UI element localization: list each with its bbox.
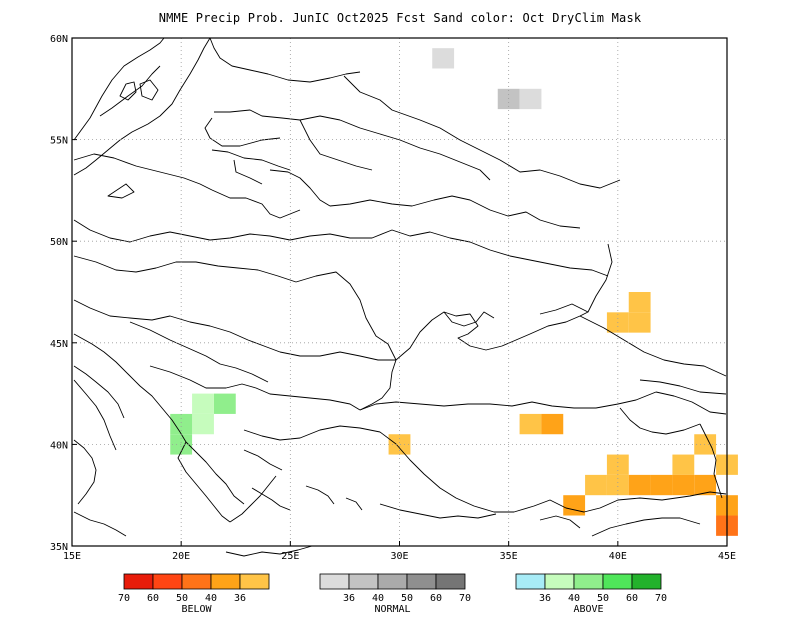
lat-tick-label: 50N	[50, 237, 68, 248]
prob-cell-below	[606, 454, 629, 475]
coastlines-and-borders	[73, 37, 727, 557]
legend-tick-label: 36	[539, 593, 551, 604]
graticule	[72, 38, 727, 546]
legend-category-label: ABOVE	[573, 604, 603, 615]
legend-tick-label: 60	[147, 593, 159, 604]
lon-tick-label: 25E	[281, 551, 299, 562]
legend-tick-label: 40	[568, 593, 580, 604]
lon-tick-label: 40E	[609, 551, 627, 562]
legend-swatch	[435, 573, 466, 590]
prob-cell-below	[672, 474, 695, 496]
legend-swatch	[544, 573, 575, 590]
probability-cells	[170, 48, 738, 536]
legend-swatch	[319, 573, 350, 590]
prob-cell-below	[628, 312, 651, 333]
lat-tick-label: 55N	[50, 136, 68, 147]
prob-cell-below	[606, 474, 629, 496]
lat-tick-label: 40N	[50, 440, 68, 451]
prob-cell-below	[585, 474, 607, 496]
legend-above: 36 40 50 60 70 ABOVE	[515, 573, 667, 615]
legend-tick-label: 36	[343, 593, 355, 604]
legend-tick-label: 40	[372, 593, 384, 604]
legend-swatch	[239, 573, 270, 590]
lon-tick-label: 15E	[63, 551, 81, 562]
lon-tick-label: 45E	[718, 551, 736, 562]
legend-swatch	[210, 573, 241, 590]
legend-swatch	[515, 573, 546, 590]
legend-swatch	[573, 573, 604, 590]
legend-swatch	[181, 573, 212, 590]
map-title: NMME Precip Prob. JunIC Oct2025 Fcst San…	[158, 11, 642, 25]
prob-cell-normal	[519, 88, 542, 110]
legend-swatch	[348, 573, 379, 590]
legend-swatch	[123, 573, 154, 590]
prob-cell-normal	[432, 48, 455, 69]
legend-normal: 36 40 50 60 70 NORMAL	[319, 573, 471, 615]
lat-tick-label: 60N	[50, 34, 68, 45]
legend-tick-label: 50	[597, 593, 609, 604]
prob-cell-below	[650, 474, 673, 496]
legend-category-label: NORMAL	[374, 604, 410, 615]
legend-tick-label: 60	[626, 593, 638, 604]
legend-swatch	[377, 573, 408, 590]
legend-tick-label: 70	[655, 593, 667, 604]
prob-cell-below	[694, 474, 717, 496]
lat-tick-label: 45N	[50, 339, 68, 350]
lon-tick-label: 20E	[172, 551, 190, 562]
lat-tick-label: 35N	[50, 542, 68, 553]
legend-tick-label: 50	[401, 593, 413, 604]
prob-cell-above	[192, 393, 214, 414]
prob-cell-below	[628, 474, 651, 496]
legend-tick-label: 36	[234, 593, 246, 604]
legend-tick-label: 70	[459, 593, 471, 604]
legend-swatch	[602, 573, 633, 590]
legend-tick-label: 40	[205, 593, 217, 604]
prob-cell-below	[388, 434, 411, 455]
lon-tick-label: 35E	[500, 551, 518, 562]
prob-cell-above	[170, 434, 193, 455]
legend-swatch	[631, 573, 662, 590]
lon-tick-label: 30E	[390, 551, 408, 562]
legend-swatch	[152, 573, 183, 590]
prob-cell-above	[192, 413, 214, 435]
legend-below: 70 60 50 40 36 BELOW	[118, 573, 270, 615]
prob-cell-above	[170, 413, 193, 435]
legend-tick-label: 60	[430, 593, 442, 604]
prob-cell-below	[672, 454, 695, 475]
legend-tick-label: 70	[118, 593, 130, 604]
prob-cell-below	[519, 413, 542, 435]
prob-cell-below	[694, 434, 717, 455]
legend-category-label: BELOW	[181, 604, 212, 615]
legend-tick-label: 50	[176, 593, 188, 604]
prob-cell-below	[541, 413, 564, 435]
axis-ticks: 15E 20E 25E 30E 35E 40E 45E 60N 55N 50N 45N 40N 35N	[50, 34, 736, 562]
prob-cell-below	[628, 292, 651, 313]
legend-swatch	[406, 573, 437, 590]
prob-cell-below	[563, 495, 586, 516]
prob-cell-above	[213, 393, 236, 414]
